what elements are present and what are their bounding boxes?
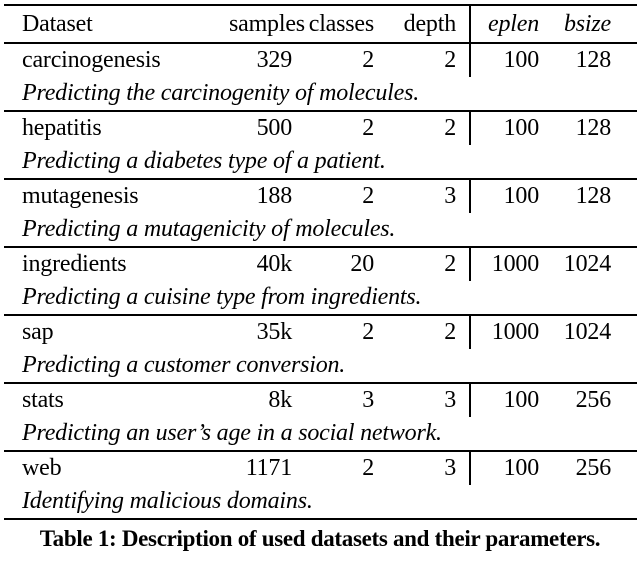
cell-dataset: web: [22, 455, 62, 481]
cell-samples: 329: [256, 47, 293, 73]
cell-bsize: 128: [575, 183, 612, 209]
description-row: Predicting a cuisine type from ingredien…: [4, 281, 637, 316]
dataset-row: hepatitis 500 2 2 100 128: [4, 111, 637, 145]
cell-samples: 1171: [245, 455, 293, 481]
caption-text: Description of used datasets and their p…: [121, 526, 601, 551]
cell-dataset: carcinogenesis: [22, 47, 161, 73]
cell-depth: 2: [379, 111, 471, 145]
description-row: Predicting a customer conversion.: [4, 349, 637, 384]
cell-samples: 35k: [256, 319, 293, 345]
cell-dataset: mutagenesis: [22, 183, 139, 209]
dataset-description: Predicting a diabetes type of a patient.: [4, 145, 637, 180]
cell-classes: 2: [362, 183, 374, 209]
cell-dataset: sap: [22, 319, 54, 345]
cell-eplen: 100: [503, 115, 540, 141]
col-header-depth: depth: [379, 5, 471, 43]
cell-dataset: ingredients: [22, 251, 127, 277]
cell-depth: 3: [379, 451, 471, 485]
dataset-description: Predicting an user’s age in a social net…: [4, 417, 637, 452]
cell-dataset: hepatitis: [22, 115, 102, 141]
cell-classes: 2: [362, 319, 374, 345]
dataset-row: web 1171 2 3 100 256: [4, 451, 637, 485]
col-header-dataset: Dataset: [22, 10, 93, 37]
dataset-row: stats 8k 3 3 100 256: [4, 383, 637, 417]
cell-dataset: stats: [22, 387, 64, 413]
datasets-table-body: carcinogenesis 329 2 2 100 128 Predicting the …: [4, 43, 637, 519]
cell-bsize: 1024: [563, 319, 611, 345]
datasets-table: Dataset samples classes depth eplen bsiz…: [4, 4, 637, 520]
dataset-description: Identifying malicious domains.: [22, 488, 313, 514]
caption-label: Table 1:: [39, 526, 117, 551]
dataset-description: Predicting the carcinogenity of molecule…: [4, 77, 637, 112]
table-caption: Table 1: Description of used datasets an…: [0, 526, 640, 552]
cell-depth: 2: [379, 43, 471, 77]
dataset-description: Predicting a cuisine type from ingredien…: [4, 281, 637, 316]
cell-samples: 500: [256, 115, 293, 141]
cell-depth: 2: [379, 247, 471, 281]
cell-eplen: 100: [503, 183, 540, 209]
dataset-description: Predicting a mutagenicity of molecules.: [4, 213, 637, 248]
col-header-bsize: bsize: [563, 10, 611, 37]
cell-samples: 188: [256, 183, 293, 209]
cell-eplen: 1000: [491, 251, 539, 277]
cell-samples: 8k: [268, 387, 292, 413]
dataset-row: sap 35k 2 2 1000 1024: [4, 315, 637, 349]
table-header-row: Dataset samples classes depth eplen bsiz…: [4, 5, 637, 43]
dataset-row: mutagenesis 188 2 3 100 128: [4, 179, 637, 213]
description-row: Predicting a diabetes type of a patient.: [4, 145, 637, 180]
col-header-eplen: eplen: [488, 10, 539, 37]
description-row: Predicting an user’s age in a social net…: [4, 417, 637, 452]
cell-bsize: 256: [575, 387, 612, 413]
dataset-row: ingredients 40k 20 2 1000 1024: [4, 247, 637, 281]
col-header-samples: samples: [229, 10, 305, 37]
dataset-description: Predicting a customer conversion.: [4, 349, 637, 384]
cell-eplen: 100: [503, 387, 540, 413]
cell-depth: 3: [379, 179, 471, 213]
cell-eplen: 100: [503, 47, 540, 73]
cell-eplen: 1000: [491, 319, 539, 345]
cell-classes: 20: [350, 251, 374, 277]
description-row: Identifying malicious domains.: [4, 485, 637, 519]
description-row: Predicting a mutagenicity of molecules.: [4, 213, 637, 248]
dataset-row: carcinogenesis 329 2 2 100 128: [4, 43, 637, 77]
cell-bsize: 128: [575, 115, 612, 141]
col-header-classes: classes: [308, 10, 374, 37]
cell-classes: 2: [362, 47, 374, 73]
cell-bsize: 1024: [563, 251, 611, 277]
cell-classes: 3: [362, 387, 374, 413]
cell-bsize: 128: [575, 47, 612, 73]
cell-classes: 2: [362, 115, 374, 141]
description-row: Predicting the carcinogenity of molecule…: [4, 77, 637, 112]
cell-eplen: 100: [503, 455, 540, 481]
cell-depth: 3: [379, 383, 471, 417]
cell-samples: 40k: [256, 251, 293, 277]
cell-bsize: 256: [575, 455, 612, 481]
cell-depth: 2: [379, 315, 471, 349]
cell-classes: 2: [362, 455, 374, 481]
